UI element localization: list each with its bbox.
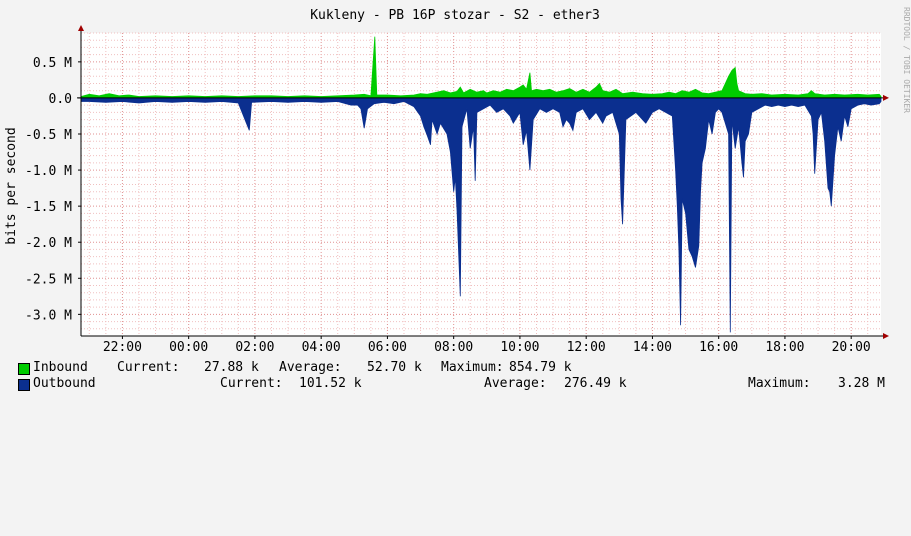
x-axis-arrow-bottom	[883, 333, 889, 339]
outbound-name: Outbound	[33, 376, 96, 391]
x-tick-label: 10:00	[500, 340, 539, 355]
x-tick-label: 02:00	[235, 340, 274, 355]
x-tick-label: 20:00	[832, 340, 871, 355]
inbound-average-label: Average:	[279, 360, 342, 375]
y-tick-label: -0.5 M	[25, 128, 72, 143]
y-tick-label: -1.0 M	[25, 164, 72, 179]
inbound-swatch	[18, 363, 30, 375]
legend-inbound: Inbound Current: 27.88 k Average: 52.70 …	[18, 360, 572, 376]
outbound-current-value: 101.52 k	[299, 376, 362, 391]
x-tick-label: 00:00	[169, 340, 208, 355]
x-tick-label: 16:00	[699, 340, 738, 355]
inbound-maximum-label: Maximum:	[441, 360, 504, 375]
outbound-swatch	[18, 379, 30, 391]
y-tick-label: -3.0 M	[25, 308, 72, 323]
tick-labels: 22:00 00:00 02:00 04:00 06:00 08:00 10:00 12:00…	[25, 56, 871, 355]
y-axis-label: bits per second	[4, 127, 19, 244]
outbound-average-label: Average:	[484, 376, 547, 391]
x-axis-arrow	[883, 94, 889, 101]
x-tick-label: 08:00	[434, 340, 473, 355]
x-tick-label: 06:00	[368, 340, 407, 355]
series-area-outbound	[80, 97, 882, 333]
legend-outbound: Outbound Current: 101.52 k Average: 276.…	[18, 376, 885, 392]
inbound-name: Inbound	[33, 360, 88, 375]
inbound-current-value: 27.88 k	[204, 360, 259, 375]
y-tick-label: -1.5 M	[25, 200, 72, 215]
y-tick-label: 0.5 M	[33, 56, 72, 71]
chart-title: Kukleny - PB 16P stozar - S2 - ether3	[310, 8, 600, 23]
x-tick-label: 04:00	[302, 340, 341, 355]
x-tick-label: 22:00	[103, 340, 142, 355]
series-areas	[80, 36, 882, 333]
x-tick-label: 14:00	[633, 340, 672, 355]
outbound-maximum-value: 3.28 M	[838, 376, 885, 391]
y-tick-label: -2.0 M	[25, 236, 72, 251]
inbound-current-label: Current:	[117, 360, 180, 375]
y-tick-label: 0.0	[49, 92, 72, 107]
rrd-graph: 22:00 00:00 02:00 04:00 06:00 08:00 10:00 12:00…	[4, 7, 911, 392]
inbound-average-value: 52.70 k	[367, 360, 422, 375]
rrdtool-watermark: RRDTOOL / TOBI OETIKER	[902, 7, 911, 113]
traffic-chart: 22:00 00:00 02:00 04:00 06:00 08:00 10:00 12:00…	[4, 7, 911, 355]
outbound-maximum-label: Maximum:	[748, 376, 811, 391]
x-tick-label: 12:00	[567, 340, 606, 355]
series-area-inbound	[80, 36, 882, 99]
y-tick-label: -2.5 M	[25, 272, 72, 287]
grid-lines	[81, 32, 881, 337]
outbound-current-label: Current:	[220, 376, 283, 391]
x-tick-label: 18:00	[765, 340, 804, 355]
y-axis-arrow	[78, 25, 84, 31]
inbound-maximum-value: 854.79 k	[509, 360, 572, 375]
outbound-average-value: 276.49 k	[564, 376, 627, 391]
axes	[77, 25, 889, 339]
